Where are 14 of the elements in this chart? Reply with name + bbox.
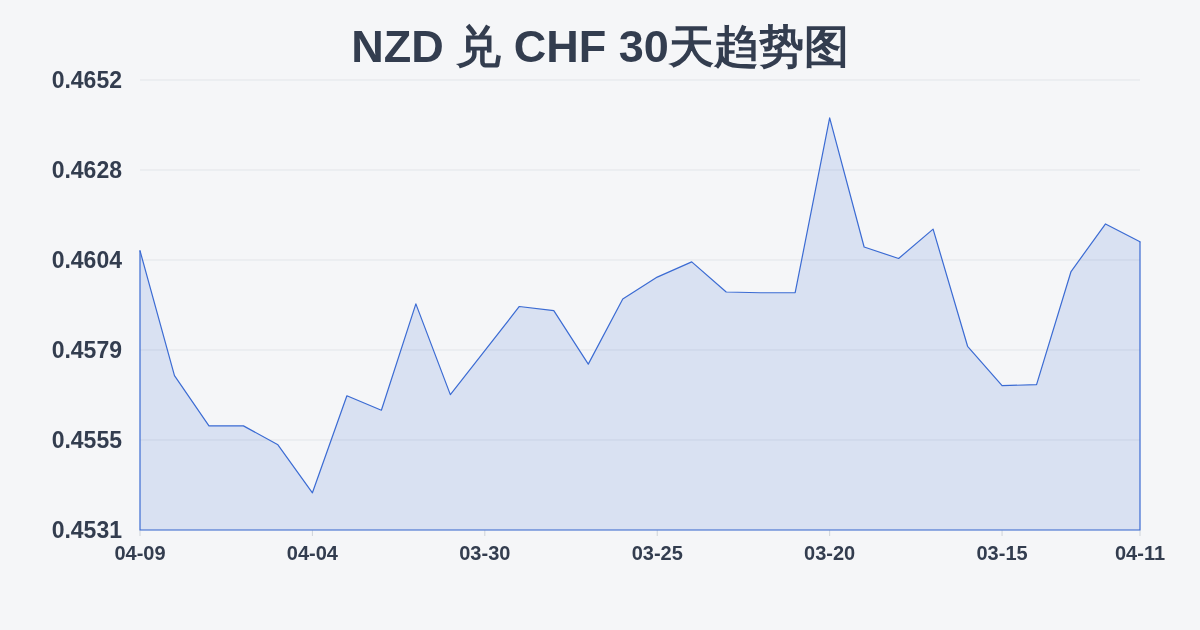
y-tick-label: 0.4555 [51,427,123,453]
y-tick-label: 0.4628 [51,157,123,183]
x-tick-label: 04-11 [1114,542,1166,564]
x-tick-label: 04-09 [114,542,166,564]
y-tick-label: 0.4579 [51,337,122,363]
x-tick-label: 03-25 [631,542,683,564]
x-tick-label: 03-20 [804,542,856,564]
x-tick-label: 03-30 [459,542,511,564]
y-tick-label: 0.4531 [51,517,123,543]
chart-title: NZD 兑 CHF 30天趋势图 [351,21,849,72]
y-tick-label: 0.4652 [51,67,122,93]
y-tick-label: 0.4604 [51,247,123,273]
x-tick-label: 03-15 [976,542,1028,564]
x-tick-label: 04-04 [286,542,339,564]
